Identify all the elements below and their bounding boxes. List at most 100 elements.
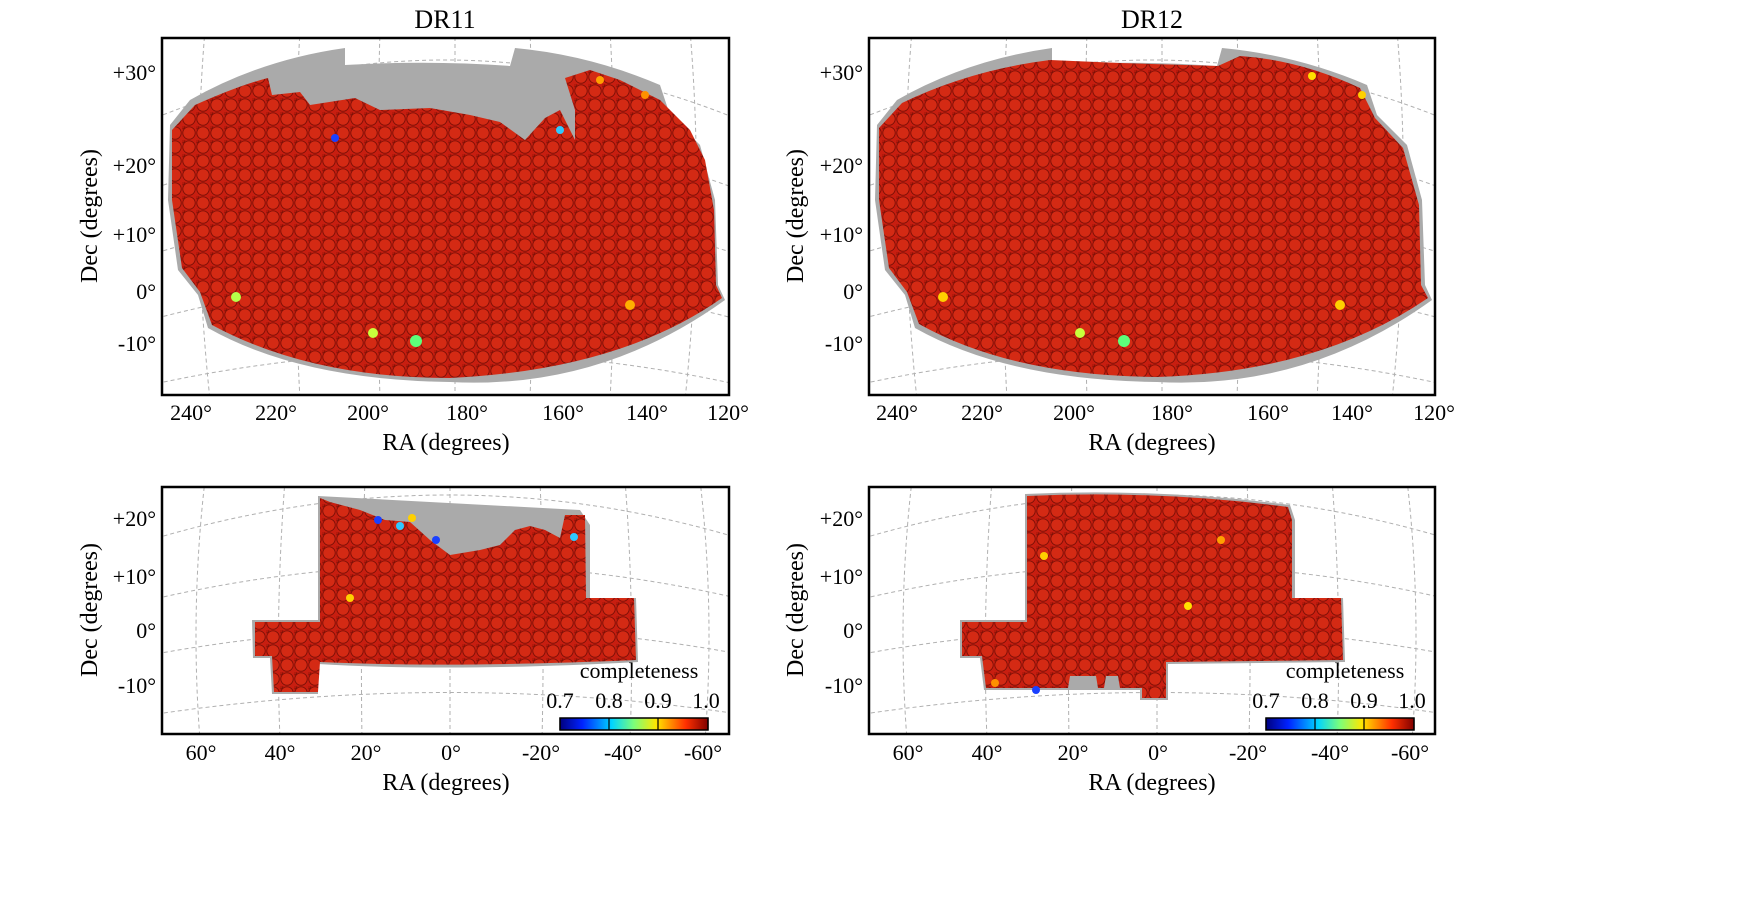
panel-dr12-sgc: completeness 0.7 0.8 0.9 1.0 +20° +10° 0… [783,485,1437,796]
y-tick-label: +30° [113,60,156,85]
x-tick-label: 0° [1148,740,1168,765]
x-tick-labels: 60° 40° 20° 0° -20° -40° -60° [186,740,722,765]
colorbar-label: completeness [580,658,699,683]
x-axis-label: RA (degrees) [1088,770,1215,796]
colorbar-tick-label: 1.0 [1398,688,1426,713]
x-tick-label: -40° [604,740,642,765]
x-tick-label: 20° [351,740,382,765]
colorbar-gradient [559,717,709,731]
y-tick-label: +20° [113,153,156,178]
y-tick-labels: +30° +20° +10° 0° -10° [820,60,863,356]
colorbar-label: completeness [1286,658,1405,683]
completeness-highlights [991,536,1225,694]
completeness-highlights [231,76,649,347]
colorbar-tick-label: 0.9 [1350,688,1378,713]
colorbar-ticks [559,718,709,730]
survey-coverage [255,498,636,692]
map-area [162,38,729,395]
survey-coverage [879,56,1428,377]
colorbar-tick-label: 0.7 [1252,688,1280,713]
map-area [162,487,729,734]
x-tick-label: 160° [542,400,584,425]
x-tick-label: 140° [626,400,668,425]
x-tick-label: 220° [961,400,1003,425]
x-tick-label: -40° [1311,740,1349,765]
y-axis-label: Dec (degrees) [783,543,809,677]
panel-title: DR11 [414,5,475,34]
y-tick-label: 0° [843,279,863,304]
x-tick-labels: 240° 220° 200° 180° 160° 140° 120° [170,400,749,425]
colorbar-tick-label: 0.7 [546,688,574,713]
x-tick-label: -60° [684,740,722,765]
y-axis-label: Dec (degrees) [783,149,809,283]
x-tick-label: 180° [446,400,488,425]
y-tick-label: +10° [820,222,863,247]
x-tick-label: 200° [347,400,389,425]
axes-frame [867,36,1437,397]
colorbar-tick-labels: 0.7 0.8 0.9 1.0 [1252,688,1426,713]
y-tick-label: 0° [843,618,863,643]
y-tick-label: +20° [820,506,863,531]
y-tick-label: +10° [820,564,863,589]
x-tick-label: 40° [265,740,296,765]
axes-frame [160,485,731,736]
y-tick-label: -10° [118,331,156,356]
x-tick-label: 220° [255,400,297,425]
x-axis-label: RA (degrees) [382,770,509,796]
x-axis-label: RA (degrees) [382,430,509,456]
survey-coverage [172,70,722,378]
axes-frame [160,36,731,397]
x-tick-label: 40° [972,740,1003,765]
x-tick-label: 60° [186,740,217,765]
x-tick-label: 20° [1058,740,1089,765]
graticule [869,487,1435,734]
x-tick-label: 60° [893,740,924,765]
y-tick-label: +10° [113,564,156,589]
x-tick-label: -60° [1391,740,1429,765]
colorbar: completeness 0.7 0.8 0.9 1.0 [546,658,720,731]
y-tick-labels: +20° +10° 0° -10° [113,506,156,698]
y-axis-label: Dec (degrees) [77,543,103,677]
colorbar-tick-labels: 0.7 0.8 0.9 1.0 [546,688,720,713]
x-tick-label: 120° [1413,400,1455,425]
colorbar-tick-label: 1.0 [692,688,720,713]
y-tick-label: +20° [113,506,156,531]
colorbar-gradient [1265,717,1415,731]
y-tick-label: +20° [820,153,863,178]
y-tick-labels: +20° +10° 0° -10° [820,506,863,698]
y-tick-label: +10° [113,222,156,247]
x-tick-label: 120° [707,400,749,425]
x-tick-labels: 60° 40° 20° 0° -20° -40° -60° [893,740,1429,765]
survey-coverage [962,494,1343,698]
colorbar-tick-label: 0.9 [644,688,672,713]
y-tick-labels: +30° +20° +10° 0° -10° [113,60,156,356]
x-tick-labels: 240° 220° 200° 180° 160° 140° 120° [876,400,1455,425]
x-tick-label: 160° [1247,400,1289,425]
panel-dr11-ngc: DR11 [77,5,749,456]
panel-title: DR12 [1121,5,1183,34]
x-axis-label: RA (degrees) [1088,430,1215,456]
x-tick-label: -20° [1229,740,1267,765]
axes-frame [867,485,1437,736]
x-tick-label: 180° [1151,400,1193,425]
y-tick-label: +30° [820,60,863,85]
x-tick-label: 140° [1331,400,1373,425]
x-tick-label: 240° [876,400,918,425]
x-tick-label: 0° [441,740,461,765]
y-axis-label: Dec (degrees) [77,149,103,283]
panel-dr11-sgc: completeness 0.7 0.8 0.9 1.0 +20° +10° 0… [77,485,731,796]
map-area [869,38,1435,395]
colorbar-tick-label: 0.8 [1301,688,1329,713]
y-tick-label: -10° [118,673,156,698]
y-tick-label: 0° [136,618,156,643]
x-tick-label: 240° [170,400,212,425]
y-tick-label: -10° [825,331,863,356]
colorbar: completeness 0.7 0.8 0.9 1.0 [1252,658,1426,731]
colorbar-ticks [1265,718,1415,730]
panel-dr12-ngc: DR12 [783,5,1455,456]
y-tick-label: 0° [136,279,156,304]
map-area [869,487,1435,734]
completeness-highlights [938,72,1366,347]
x-tick-label: 200° [1053,400,1095,425]
